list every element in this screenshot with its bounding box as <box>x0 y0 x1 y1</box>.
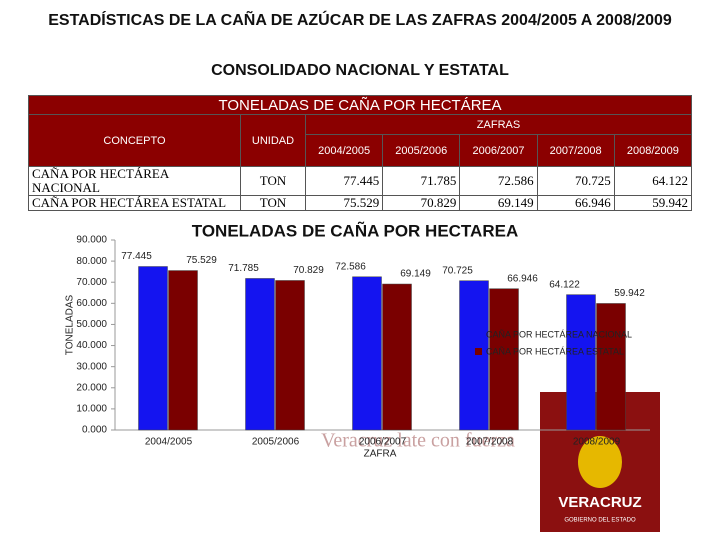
x-tick-label: 2006/2007 <box>359 437 407 448</box>
brand-name: VERACRUZ <box>558 494 641 511</box>
bar <box>566 294 596 431</box>
x-tick-label: 2004/2005 <box>145 437 193 448</box>
data-label: 69.149 <box>400 269 431 280</box>
table-title: TONELADAS DE CAÑA POR HECTÁREA <box>28 95 692 115</box>
y-tick-label: 40.000 <box>76 340 107 351</box>
y-tick-label: 60.000 <box>76 298 107 309</box>
x-tick-label: 2005/2006 <box>252 437 300 448</box>
data-table: TONELADAS DE CAÑA POR HECTÁREA CONCEPTO U… <box>28 95 693 211</box>
table-cell: TON <box>240 195 306 211</box>
page-title: ESTADÍSTICAS DE LA CAÑA DE AZÚCAR DE LAS… <box>48 12 672 29</box>
table-cell: 66.946 <box>536 195 615 211</box>
logo-emblem <box>578 436 622 488</box>
legend-swatch <box>475 331 482 338</box>
data-label: 75.529 <box>186 255 217 266</box>
data-label: 77.445 <box>121 251 152 262</box>
slogan: Veracruz late con fuerza <box>321 430 515 452</box>
bar <box>596 303 626 431</box>
x-tick-label: 2007/2008 <box>466 437 514 448</box>
column-header: 2008/2009 <box>613 134 693 167</box>
y-tick-label: 50.000 <box>76 319 107 330</box>
bar <box>138 266 168 431</box>
table-row: CAÑA POR HECTÁREA NACIONAL TON 77.445 71.78… <box>28 166 693 196</box>
column-header: UNIDAD <box>240 114 306 167</box>
table-cell: 71.785 <box>382 166 461 196</box>
x-tick-label: 2008/2009 <box>573 437 621 448</box>
data-label: 72.586 <box>335 261 366 272</box>
y-tick-label: 30.000 <box>76 361 107 372</box>
table-cell: 72.586 <box>459 166 538 196</box>
data-label: 71.785 <box>228 263 259 274</box>
data-label: 59.942 <box>614 288 645 299</box>
bar <box>382 283 412 431</box>
y-tick-label: 70.000 <box>76 277 107 288</box>
y-tick-label: 80.000 <box>76 256 107 267</box>
bar <box>245 278 275 431</box>
data-label: 70.829 <box>293 265 324 276</box>
page-subtitle: CONSOLIDADO NACIONAL Y ESTATAL <box>211 62 509 79</box>
y-axis-title: TONELADAS <box>65 294 76 355</box>
brand-tagline: GOBIERNO DEL ESTADO <box>564 518 636 524</box>
table-row: CAÑA POR HECTÁREA ESTATAL TON 75.529 70.829… <box>28 195 693 211</box>
y-tick-label: 10.000 <box>76 404 107 415</box>
data-label: 70.725 <box>442 265 473 276</box>
bar <box>489 288 519 431</box>
legend-swatch <box>475 348 482 355</box>
bar <box>352 276 382 431</box>
data-label: 66.946 <box>507 273 538 284</box>
table-cell: 69.149 <box>459 195 538 211</box>
bar <box>275 280 305 431</box>
x-axis-title: ZAFRA <box>364 449 397 460</box>
table-cell: 70.829 <box>382 195 461 211</box>
column-header: 2006/2007 <box>459 134 538 167</box>
table-cell: 59.942 <box>613 195 693 211</box>
table-cell: 64.122 <box>613 166 693 196</box>
data-label: 64.122 <box>549 279 580 290</box>
bar <box>168 270 198 431</box>
table-cell: 70.725 <box>536 166 615 196</box>
legend-label: CAÑA POR HECTÁREA NACIONAL <box>486 329 632 339</box>
y-tick-label: 20.000 <box>76 382 107 393</box>
chart-title: TONELADAS DE CAÑA POR HECTAREA <box>192 220 518 240</box>
bar <box>459 280 489 431</box>
table-cell: CAÑA POR HECTÁREA NACIONAL <box>28 166 241 196</box>
legend-label: CAÑA POR HECTÁREA ESTATAL <box>486 346 624 356</box>
y-tick-label: 0.000 <box>82 425 107 436</box>
y-tick-label: 90.000 <box>76 235 107 246</box>
